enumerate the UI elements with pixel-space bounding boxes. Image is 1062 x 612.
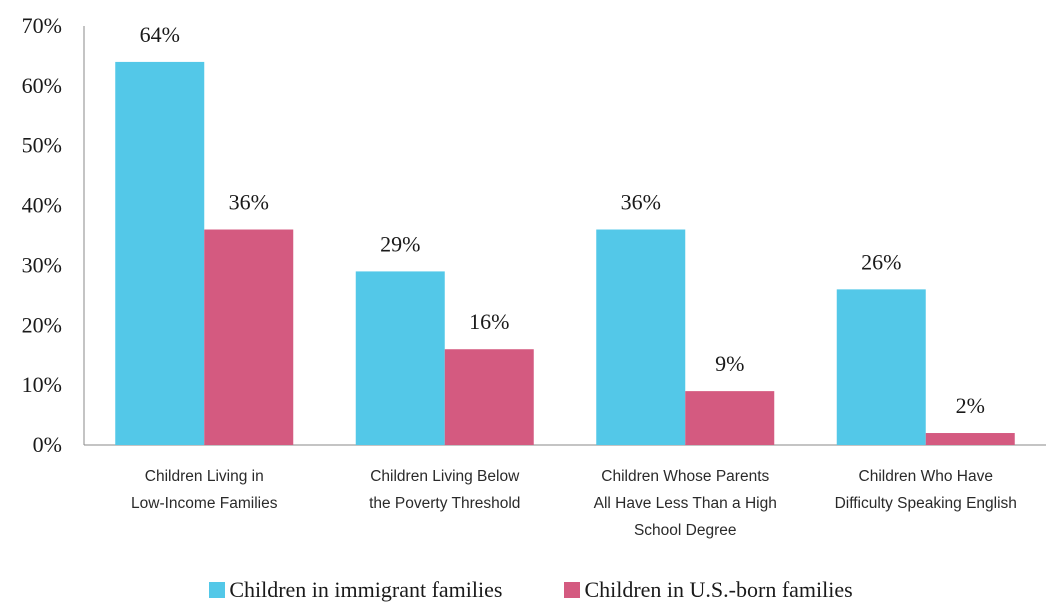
bar-immigrant: [836, 289, 926, 445]
data-label: 36%: [229, 190, 269, 215]
legend-label-us-born: Children in U.S.-born families: [584, 577, 853, 602]
category-labels: Children Living in Low-Income Families Chi…: [131, 468, 1017, 539]
category-label: Children Living Below the Poverty Thresho…: [369, 468, 520, 512]
bars: [115, 61, 1015, 446]
bar-immigrant: [115, 61, 205, 446]
bar-us-born: [444, 349, 534, 445]
legend-label-immigrant: Children in immigrant families: [229, 577, 503, 602]
data-label: 29%: [380, 231, 420, 256]
category-label: Children Living in Low-Income Families: [131, 468, 278, 512]
legend-item-immigrant: Children in immigrant families: [209, 577, 502, 603]
category-label: Children Whose Parents All Have Less Than…: [594, 468, 777, 539]
legend-swatch-us-born: [564, 582, 581, 598]
y-tick-label: 0%: [33, 432, 62, 457]
data-labels: 64% 36% 29% 16% 36% 9% 26% 2%: [140, 22, 985, 418]
data-label: 16%: [469, 309, 509, 334]
y-tick-label: 50%: [22, 133, 62, 158]
bar-immigrant: [596, 229, 686, 445]
y-tick-label: 30%: [22, 252, 62, 277]
y-tick-label: 20%: [22, 312, 62, 337]
y-tick-label: 40%: [22, 193, 62, 218]
y-tick-label: 70%: [22, 13, 62, 38]
legend-item-us-born: Children in U.S.-born families: [564, 577, 853, 603]
y-tick-label: 60%: [22, 73, 62, 98]
y-tick-label: 10%: [22, 372, 62, 397]
bar-us-born: [685, 391, 775, 445]
data-label: 26%: [861, 249, 901, 274]
bar-us-born: [204, 229, 294, 445]
data-label: 64%: [140, 22, 180, 47]
bar-immigrant: [355, 271, 445, 445]
legend-swatch-immigrant: [209, 582, 226, 598]
data-label: 9%: [715, 351, 744, 376]
legend: Children in immigrant families Children …: [0, 574, 1062, 606]
data-label: 36%: [621, 190, 661, 215]
category-label: Children Who Have Difficulty Speaking Eng…: [835, 468, 1017, 512]
data-label: 2%: [956, 393, 985, 418]
bar-us-born: [925, 433, 1015, 445]
y-axis-ticks: 0% 10% 20% 30% 40% 50% 60% 70%: [22, 13, 62, 457]
